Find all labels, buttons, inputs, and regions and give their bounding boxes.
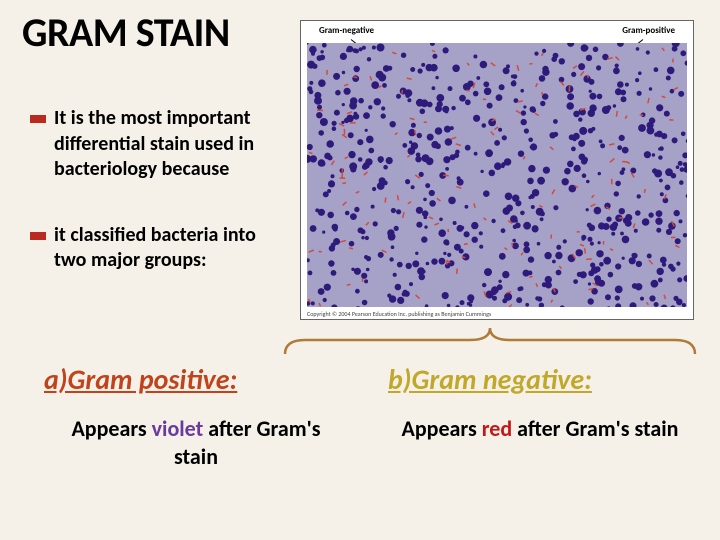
bullet-text: it classified bacteria into two major gr…: [54, 223, 280, 274]
column-heading: b)Gram negative:: [388, 362, 692, 397]
bullet-marker-icon: [30, 115, 46, 123]
label-gram-positive: Gram-positive: [622, 25, 675, 36]
brace-icon: [280, 326, 700, 356]
desc-suffix: after Gram's stain: [512, 415, 678, 442]
page-title: GRAM STAIN: [22, 8, 230, 57]
bullet-list: It is the most important differential st…: [30, 106, 280, 314]
highlight-word: red: [482, 415, 512, 442]
column-desc: Appears red after Gram's stain: [388, 415, 692, 443]
bullet-marker-icon: [30, 232, 46, 240]
list-item: It is the most important differential st…: [30, 106, 280, 183]
column-gram-negative: b)Gram negative: Appears red after Gram'…: [388, 362, 692, 470]
copyright-caption: Copyright © 2004 Pearson Education Inc. …: [307, 310, 491, 318]
column-desc: Appears violet after Gram's stain: [44, 415, 348, 470]
list-item: it classified bacteria into two major gr…: [30, 223, 280, 274]
desc-prefix: Appears: [71, 415, 151, 442]
highlight-word: violet: [152, 415, 204, 442]
label-gram-negative: Gram-negative: [319, 25, 374, 36]
column-heading: a)Gram positive:: [44, 362, 348, 397]
columns: a)Gram positive: Appears violet after Gr…: [44, 362, 692, 470]
desc-prefix: Appears: [402, 415, 482, 442]
micrograph-panel: Gram-negative Gram-positive Copyright © …: [300, 20, 694, 320]
column-gram-positive: a)Gram positive: Appears violet after Gr…: [44, 362, 348, 470]
bullet-text: It is the most important differential st…: [54, 106, 280, 183]
micrograph-image: [307, 43, 687, 307]
micrograph-labels: Gram-negative Gram-positive: [301, 25, 693, 36]
